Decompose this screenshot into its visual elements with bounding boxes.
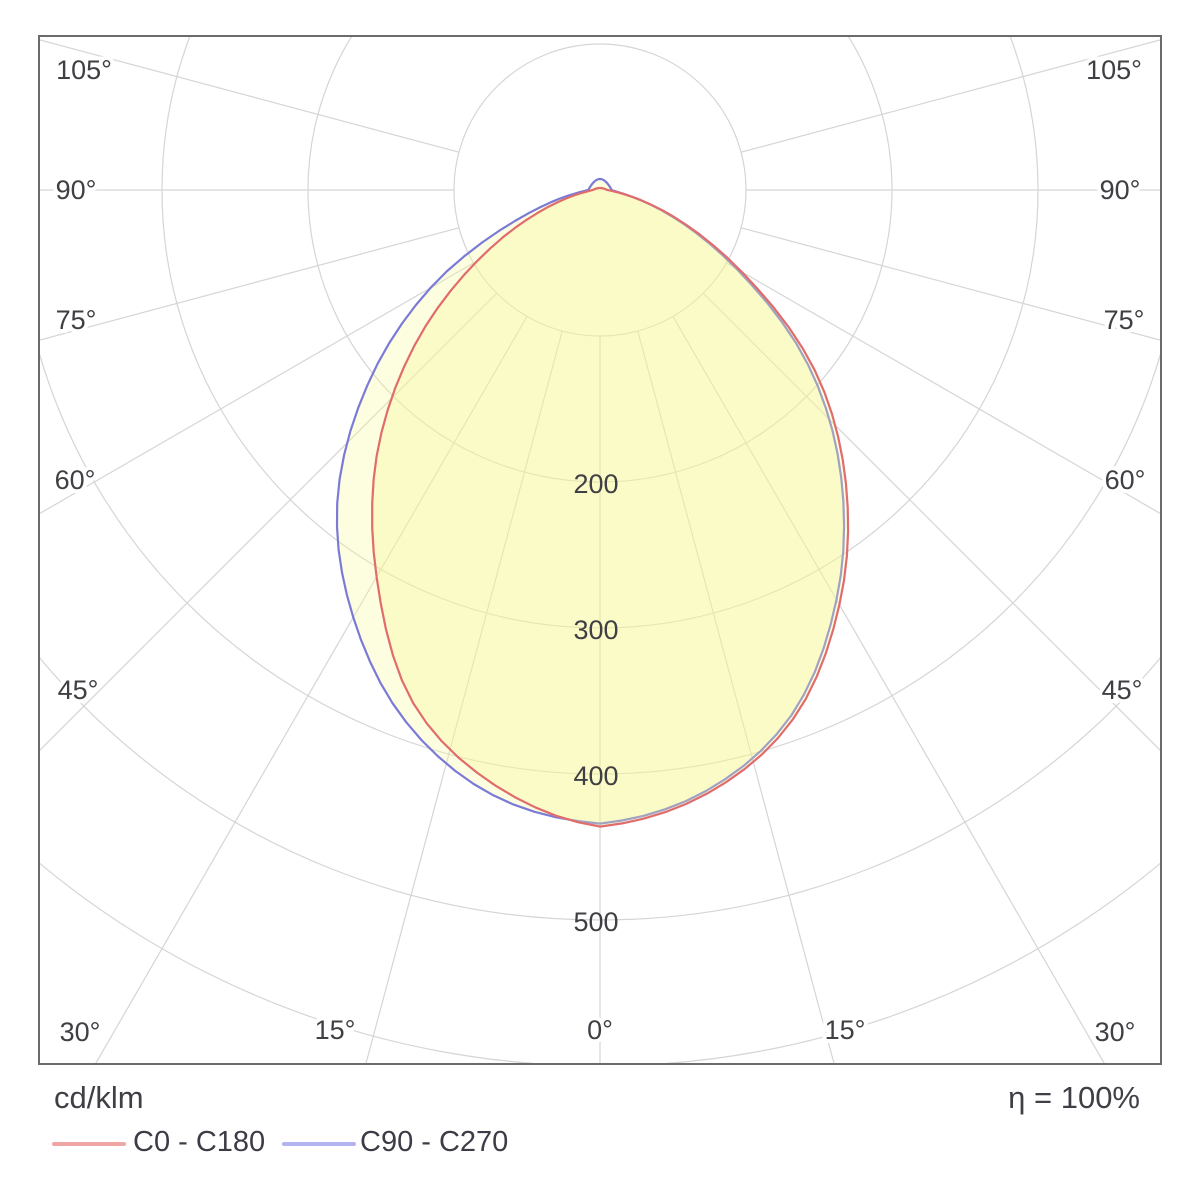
grid-radial-line — [40, 262, 474, 515]
angle-label-left: 45° — [58, 675, 99, 705]
polar-diagram: 200 300 400 500 105° 90° 75° 60° 45° 30° 15° 0° 15° 3… — [38, 35, 1162, 1065]
unit-label: cd/klm — [54, 1080, 144, 1115]
grid-radial-line — [726, 262, 1160, 515]
angle-label-bottom: 15° — [315, 1015, 356, 1045]
angle-label-bottom: 30° — [60, 1017, 101, 1047]
polar-grid — [40, 37, 1160, 1063]
angle-label-left: 105° — [56, 55, 112, 85]
efficiency-label: η = 100% — [1008, 1080, 1140, 1115]
ring-value-label: 300 — [573, 615, 618, 645]
angle-label-right: 45° — [1102, 675, 1143, 705]
angle-label-bottom: 0° — [587, 1015, 613, 1045]
angle-label-right: 90° — [1100, 175, 1141, 205]
grid-radial-line — [95, 316, 528, 1063]
ring-value-label: 400 — [573, 761, 618, 791]
legend-label-c90-c270: C90 - C270 — [360, 1126, 509, 1158]
angle-label-left: 60° — [55, 465, 96, 495]
angle-label-left: 90° — [56, 175, 97, 205]
grid-radial-line — [40, 227, 460, 341]
legend-swatch-c0-c180 — [52, 1142, 126, 1146]
angle-label-right: 75° — [1104, 305, 1145, 335]
legend-swatch-c90-c270 — [282, 1142, 356, 1146]
grid-radial-line — [637, 330, 835, 1063]
angle-label-bottom: 30° — [1095, 1017, 1136, 1047]
curve-c0-c180 — [371, 186, 850, 828]
grid-radial-line — [40, 39, 460, 153]
legend-label-c0-c180: C0 - C180 — [133, 1126, 266, 1158]
grid-radial-line — [740, 227, 1160, 341]
plot-border — [38, 35, 1162, 1065]
ring-value-label: 200 — [573, 469, 618, 499]
angle-label-right: 105° — [1086, 55, 1142, 85]
grid-radial-line — [365, 330, 563, 1063]
angle-label-bottom: 15° — [825, 1015, 866, 1045]
grid-radial-line — [40, 292, 498, 751]
ring-value-label: 500 — [573, 907, 618, 937]
grid-radial-line — [672, 316, 1105, 1063]
grid-radial-line — [740, 39, 1160, 153]
angle-label-right: 60° — [1105, 465, 1146, 495]
grid-radial-line — [702, 292, 1160, 751]
angle-label-left: 75° — [56, 305, 97, 335]
